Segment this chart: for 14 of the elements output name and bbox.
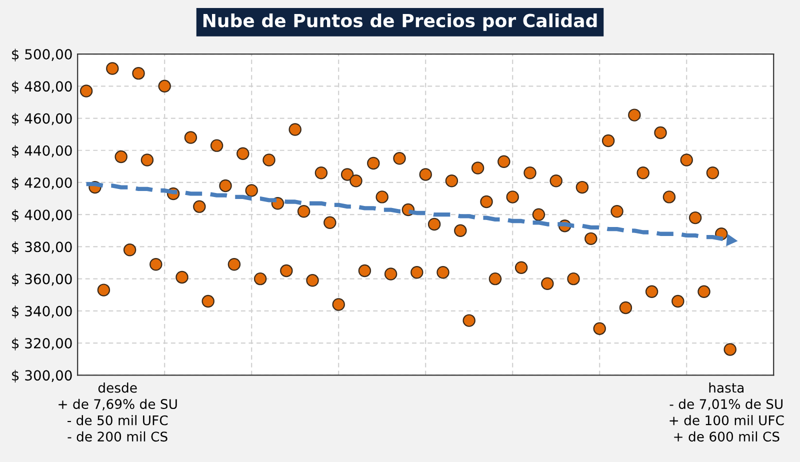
- y-tick-label: $ 500,00: [12, 48, 72, 62]
- y-tick-label: $ 380,00: [12, 241, 72, 254]
- y-tick-label: $ 460,00: [12, 112, 72, 126]
- y-tick-label: $ 360,00: [12, 274, 72, 286]
- chart-title: Nube de Puntos de Precios por Calidad: [203, 13, 597, 31]
- y-tick-label: $ 300,00: [12, 370, 72, 382]
- text: hasta - de 7,01% de SU + de 100 mil UFC + de 600 mil CS: [670, 382, 784, 442]
- text: desde + de 7,69% de SU - de 50 mil UFC - de 200 mil CS: [58, 382, 177, 442]
- y-tick-label: $ 340,00: [12, 306, 72, 318]
- y-tick-label: $ 320,00: [12, 338, 72, 350]
- y-tick-label: $ 420,00: [12, 177, 72, 190]
- y-tick-label: $ 440,00: [12, 145, 72, 158]
- y-tick-label: $ 400,00: [12, 209, 72, 222]
- y-tick-label: $ 480,00: [12, 80, 72, 94]
